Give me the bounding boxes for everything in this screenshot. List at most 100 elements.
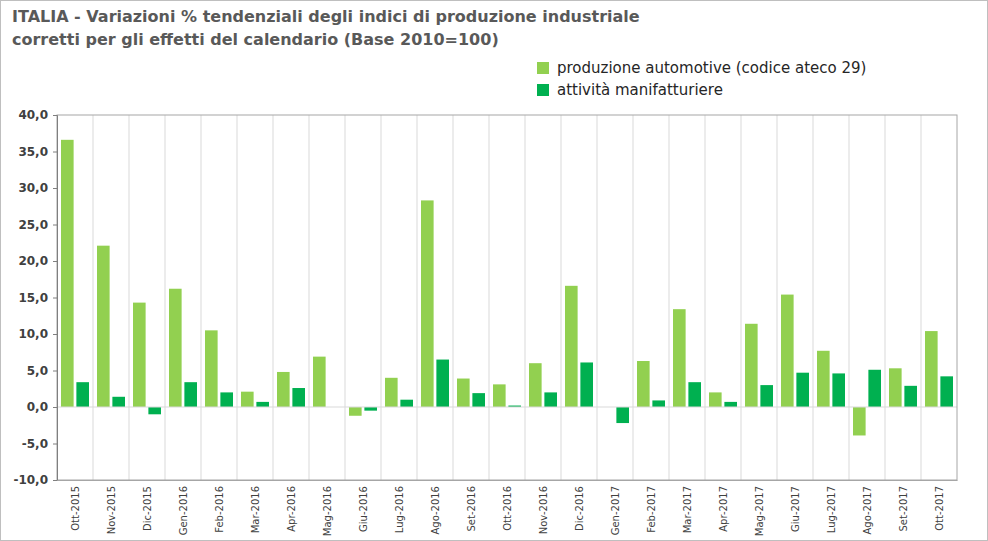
tick-label: Nov-2016 xyxy=(538,486,549,534)
bar xyxy=(832,373,845,407)
tick-label: Ott-2015 xyxy=(70,486,81,531)
divider xyxy=(201,115,202,480)
tick: -5,0 xyxy=(22,437,57,451)
tick-label: 20,0 xyxy=(18,254,48,268)
divider xyxy=(597,115,598,480)
bar xyxy=(889,368,902,407)
bar xyxy=(781,295,794,407)
tick-label: 40,0 xyxy=(18,108,48,122)
bar xyxy=(220,392,233,407)
tick-label: Gen-2017 xyxy=(610,486,621,535)
bar xyxy=(616,407,629,423)
bar xyxy=(904,386,917,407)
bar xyxy=(580,362,593,407)
tick-label: Dic-2015 xyxy=(142,486,153,531)
tick: 35,0 xyxy=(18,145,57,159)
divider xyxy=(309,115,310,480)
tick-mark xyxy=(53,298,57,299)
tick: Mag-2016 xyxy=(322,480,333,536)
tick-label: Ago-2017 xyxy=(862,486,873,535)
tick-label: 15,0 xyxy=(18,291,48,305)
plot: -10,0-5,00,05,010,015,020,025,030,035,04… xyxy=(13,108,957,536)
y-axis: -10,0-5,00,05,010,015,020,025,030,035,04… xyxy=(13,108,57,487)
tick-label: Ott-2017 xyxy=(934,486,945,531)
divider xyxy=(705,115,706,480)
tick-label: Lug-2017 xyxy=(826,486,837,533)
bar xyxy=(313,357,326,407)
tick: Set-2017 xyxy=(898,480,909,531)
tick: Apr-2016 xyxy=(286,480,297,532)
tick-label: 10,0 xyxy=(18,327,48,341)
divider xyxy=(921,115,922,480)
bar xyxy=(760,385,773,407)
divider xyxy=(237,115,238,480)
tick: 10,0 xyxy=(18,327,57,341)
bar xyxy=(796,373,809,407)
tick-label: -5,0 xyxy=(22,437,48,451)
tick-label: 0,0 xyxy=(27,400,48,414)
tick: Mar-2017 xyxy=(682,480,693,533)
tick: 5,0 xyxy=(27,364,57,378)
divider xyxy=(453,115,454,480)
tick: Ott-2016 xyxy=(502,480,513,531)
tick: 25,0 xyxy=(18,218,57,232)
bar xyxy=(364,407,377,411)
bar xyxy=(256,402,269,407)
bar xyxy=(853,407,866,435)
bar xyxy=(277,372,290,407)
divider xyxy=(489,115,490,480)
divider xyxy=(345,115,346,480)
tick-mark xyxy=(53,261,57,262)
legend-item: attività manifatturiere xyxy=(537,81,723,99)
tick-mark xyxy=(53,444,57,445)
tick: Ott-2017 xyxy=(934,480,945,531)
series xyxy=(61,140,938,436)
tick: Ago-2017 xyxy=(862,480,873,535)
divider xyxy=(525,115,526,480)
legend-item: produzione automotive (codice ateco 29) xyxy=(537,59,866,77)
tick-mark xyxy=(53,407,57,408)
tick: 30,0 xyxy=(18,181,57,195)
chart: ITALIA - Variazioni % tendenziali degli … xyxy=(0,0,988,541)
bar xyxy=(493,384,506,407)
bar xyxy=(292,388,305,407)
tick: Feb-2016 xyxy=(214,480,225,533)
tick: Lug-2016 xyxy=(394,480,405,533)
tick: Set-2016 xyxy=(466,480,477,531)
tick-mark xyxy=(53,225,57,226)
tick: Ott-2015 xyxy=(70,480,81,531)
axis-line xyxy=(58,480,958,481)
category-dividers xyxy=(93,115,921,480)
tick-label: Giu-2016 xyxy=(358,486,369,532)
series xyxy=(76,360,953,424)
bar xyxy=(724,402,737,407)
tick-label: Ott-2016 xyxy=(502,486,513,531)
tick-mark xyxy=(53,115,57,116)
tick: Feb-2017 xyxy=(646,480,657,533)
tick: Ago-2016 xyxy=(430,480,441,535)
bar xyxy=(76,382,89,407)
divider xyxy=(381,115,382,480)
bar xyxy=(652,400,665,407)
tick: Nov-2015 xyxy=(106,480,117,534)
tick: Nov-2016 xyxy=(538,480,549,534)
divider xyxy=(849,115,850,480)
bar xyxy=(925,331,938,407)
bar xyxy=(205,330,218,407)
bar xyxy=(112,397,125,407)
baseline xyxy=(57,407,957,408)
divider xyxy=(93,115,94,480)
divider xyxy=(669,115,670,480)
tick-label: 25,0 xyxy=(18,218,48,232)
bar xyxy=(565,286,578,407)
divider xyxy=(885,115,886,480)
divider xyxy=(165,115,166,480)
tick: Mag-2017 xyxy=(754,480,765,536)
tick-label: Gen-2016 xyxy=(178,486,189,535)
divider xyxy=(417,115,418,480)
bar xyxy=(673,309,686,407)
subtitle: corretti per gli effetti del calendario … xyxy=(12,30,499,49)
divider xyxy=(273,115,274,480)
divider xyxy=(741,115,742,480)
bar xyxy=(868,370,881,407)
